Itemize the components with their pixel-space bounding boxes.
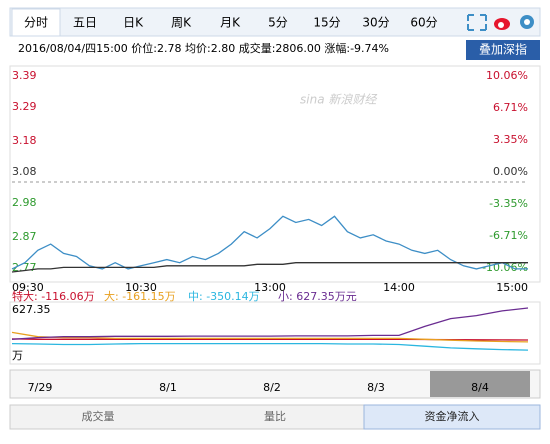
icon-fullscreen[interactable] [467, 14, 487, 31]
tab-label[interactable]: 30分 [362, 16, 389, 30]
legend-entry: 大: -161.15万 [104, 289, 176, 303]
bottom-tab-selected[interactable] [363, 404, 541, 430]
bottom-tab-label[interactable]: 量比 [264, 410, 286, 423]
tab-label[interactable]: 月K [220, 16, 241, 30]
y2-tick-label: 0.00% [493, 165, 528, 178]
y2-tick-label: 3.35% [493, 133, 528, 146]
legend-entry: 中: -350.14万 [188, 290, 260, 303]
tab-label[interactable]: 日K [123, 16, 144, 30]
bottom-tab-label[interactable]: 成交量 [82, 409, 115, 423]
tab-label[interactable]: 5分 [268, 16, 288, 30]
tab-label[interactable]: 分时 [24, 16, 48, 30]
legend-entry: 特大: -116.06万 [12, 289, 95, 303]
tab-label[interactable]: 周K [171, 16, 192, 30]
tab-label[interactable]: 五日 [73, 16, 97, 30]
watermark: sina 新浪财经 [300, 93, 378, 107]
y2-tick-label: -3.35% [489, 197, 528, 210]
overlay-button[interactable] [466, 40, 540, 60]
nav-date[interactable]: 8/2 [263, 381, 281, 394]
nav-date[interactable]: 8/4 [471, 381, 489, 394]
series-line [11, 342, 529, 351]
legend-entry: 小: 627.35万元 [278, 290, 357, 303]
y2-tick-label: 10.06% [486, 69, 528, 82]
x-tick-label: 09:30 [12, 281, 44, 294]
tab-label[interactable]: 60分 [410, 16, 437, 30]
x-tick-label: 15:00 [496, 281, 528, 294]
x-tick-label: 14:00 [383, 281, 415, 294]
bottom-tab-label[interactable]: 资金净流入 [425, 409, 480, 423]
tab-bar [9, 7, 541, 37]
price-panel [9, 65, 541, 283]
y-tick-label: 2.87 [12, 230, 37, 243]
y-tick-label: 627.35 [12, 303, 51, 316]
info-line: 2016/08/04/四15:00 价位:2.78 均价:2.80 成交量:28… [18, 41, 389, 55]
x-tick-label: 10:30 [125, 281, 157, 294]
flow-panel [9, 301, 541, 365]
y2-tick-label: 6.71% [493, 101, 528, 114]
series-line [11, 331, 529, 343]
icon-weibo[interactable] [494, 18, 510, 30]
series-line [11, 307, 529, 340]
tab-label[interactable]: 15分 [313, 16, 340, 30]
nav-date[interactable]: 7/29 [28, 381, 53, 394]
y-tick-label: 3.29 [12, 100, 37, 113]
nav-date[interactable]: 8/1 [159, 381, 177, 394]
icon-settings[interactable] [520, 15, 534, 29]
y-tick-label: 3.39 [12, 69, 37, 82]
y2-tick-label: -6.71% [489, 229, 528, 242]
nav-date[interactable]: 8/3 [367, 381, 385, 394]
tab-selected[interactable] [11, 8, 61, 37]
series-line [11, 262, 528, 273]
unit-label: 万 [12, 349, 23, 362]
series-line [11, 215, 528, 270]
x-tick-label: 13:00 [254, 281, 286, 294]
y-tick-label: 3.08 [12, 165, 37, 178]
y-tick-label: 2.98 [12, 196, 37, 209]
y-tick-label: 3.18 [12, 134, 37, 147]
overlay-button-label[interactable]: 叠加深指 [479, 42, 527, 57]
navigator-selection[interactable] [430, 371, 530, 397]
